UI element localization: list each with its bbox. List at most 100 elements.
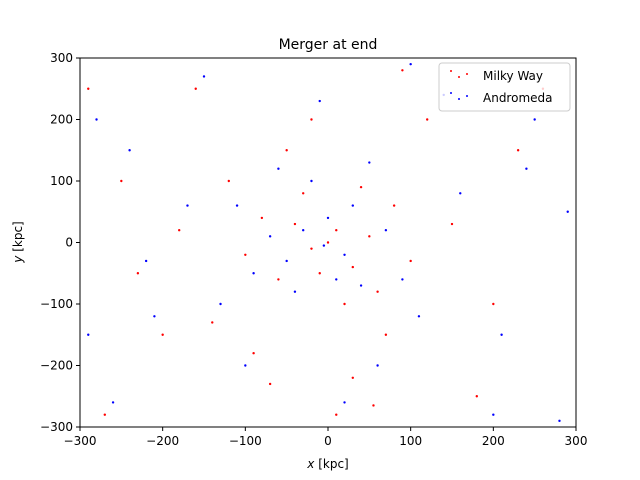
point-milky-way: [392, 204, 396, 207]
legend-marker-andromeda: [466, 95, 468, 97]
legend-entry-andromeda: Andromeda: [450, 91, 553, 105]
legend-marker-milky-way: [458, 76, 460, 78]
point-andromeda: [376, 364, 379, 367]
point-andromeda: [310, 179, 313, 183]
x-tick-label: −200: [146, 434, 179, 448]
point-andromeda: [335, 278, 338, 281]
y-tick-label: 0: [65, 236, 73, 250]
point-andromeda: [351, 204, 354, 207]
point-andromeda: [219, 302, 222, 306]
point-andromeda: [343, 401, 346, 404]
point-milky-way: [211, 321, 214, 324]
point-andromeda: [533, 118, 536, 121]
point-milky-way: [120, 179, 123, 183]
point-andromeda: [285, 259, 288, 263]
point-milky-way: [268, 382, 272, 386]
point-andromeda: [384, 229, 388, 232]
point-milky-way: [335, 229, 338, 232]
y-tick-label: −200: [40, 359, 73, 373]
y-axis-ticks: −300 −200 −100 0 100 200 300: [40, 51, 80, 434]
point-milky-way: [310, 118, 313, 121]
y-tick-label: 300: [50, 51, 73, 65]
point-andromeda: [202, 75, 206, 78]
chart-title: Merger at end: [279, 37, 378, 53]
point-andromeda: [343, 253, 346, 256]
legend-marker-andromeda: [450, 92, 452, 94]
point-andromeda: [417, 315, 421, 318]
point-milky-way: [318, 272, 321, 275]
y-tick-label: 100: [50, 174, 73, 188]
legend-box: [438, 62, 571, 112]
point-andromeda: [525, 167, 528, 170]
x-tick-label: 300: [565, 434, 588, 448]
point-milky-way: [426, 118, 429, 121]
point-milky-way: [343, 302, 346, 306]
legend-entry-milky-way: Milky Way: [450, 69, 543, 83]
y-tick-label: 200: [50, 113, 73, 127]
x-tick-label: 100: [399, 434, 422, 448]
point-milky-way: [359, 185, 363, 189]
point-milky-way: [260, 216, 264, 220]
point-andromeda: [268, 235, 272, 238]
point-milky-way: [194, 87, 197, 90]
point-milky-way: [351, 265, 354, 269]
point-andromeda: [95, 118, 98, 121]
point-andromeda: [252, 272, 255, 275]
point-milky-way: [136, 272, 140, 275]
point-andromeda: [326, 216, 330, 220]
point-milky-way: [516, 149, 520, 152]
point-andromeda: [87, 333, 90, 336]
point-milky-way: [302, 192, 305, 195]
point-milky-way: [326, 241, 330, 244]
point-andromeda: [409, 62, 412, 66]
point-andromeda: [566, 210, 569, 213]
point-milky-way: [368, 235, 371, 238]
x-tick-label: 200: [482, 434, 505, 448]
point-milky-way: [351, 376, 354, 379]
point-milky-way: [227, 179, 230, 183]
point-milky-way: [450, 222, 454, 226]
point-milky-way: [252, 352, 255, 355]
point-milky-way: [401, 69, 404, 72]
point-andromeda: [111, 401, 115, 404]
legend-label-andromeda: Andromeda: [483, 91, 553, 105]
legend-label-milky-way: Milky Way: [483, 69, 543, 83]
point-milky-way: [277, 278, 280, 281]
point-andromeda: [500, 333, 503, 336]
scatter-points: [87, 62, 569, 423]
point-milky-way: [475, 395, 478, 398]
point-milky-way: [384, 333, 388, 336]
point-andromeda: [318, 99, 321, 103]
point-milky-way: [87, 87, 90, 90]
y-tick-label: −300: [40, 420, 73, 434]
x-tick-label: −300: [64, 434, 97, 448]
point-milky-way: [372, 404, 375, 407]
point-andromeda: [302, 229, 305, 232]
x-tick-label: 0: [324, 434, 332, 448]
legend-marker-andromeda: [458, 98, 460, 100]
point-andromeda: [293, 290, 297, 293]
point-milky-way: [310, 247, 313, 250]
point-andromeda: [128, 149, 131, 152]
point-andromeda: [401, 278, 404, 281]
y-axis-label: y [kpc]: [11, 221, 25, 263]
point-milky-way: [103, 413, 107, 416]
point-milky-way: [409, 259, 412, 263]
point-milky-way: [293, 222, 297, 226]
point-andromeda: [368, 161, 371, 164]
x-tick-label: −100: [229, 434, 262, 448]
x-axis-label: x [kpc]: [306, 457, 348, 471]
point-andromeda: [153, 315, 156, 318]
point-andromeda: [322, 244, 326, 247]
point-andromeda: [144, 259, 148, 263]
x-axis-ticks: −300 −200 −100 0 100 200 300: [64, 427, 588, 448]
point-andromeda: [186, 204, 189, 207]
point-milky-way: [161, 333, 164, 336]
point-andromeda: [244, 364, 247, 367]
point-milky-way: [492, 302, 495, 306]
point-andromeda: [235, 204, 239, 207]
point-andromeda: [359, 284, 363, 287]
point-milky-way: [335, 413, 338, 416]
point-andromeda: [558, 419, 561, 423]
